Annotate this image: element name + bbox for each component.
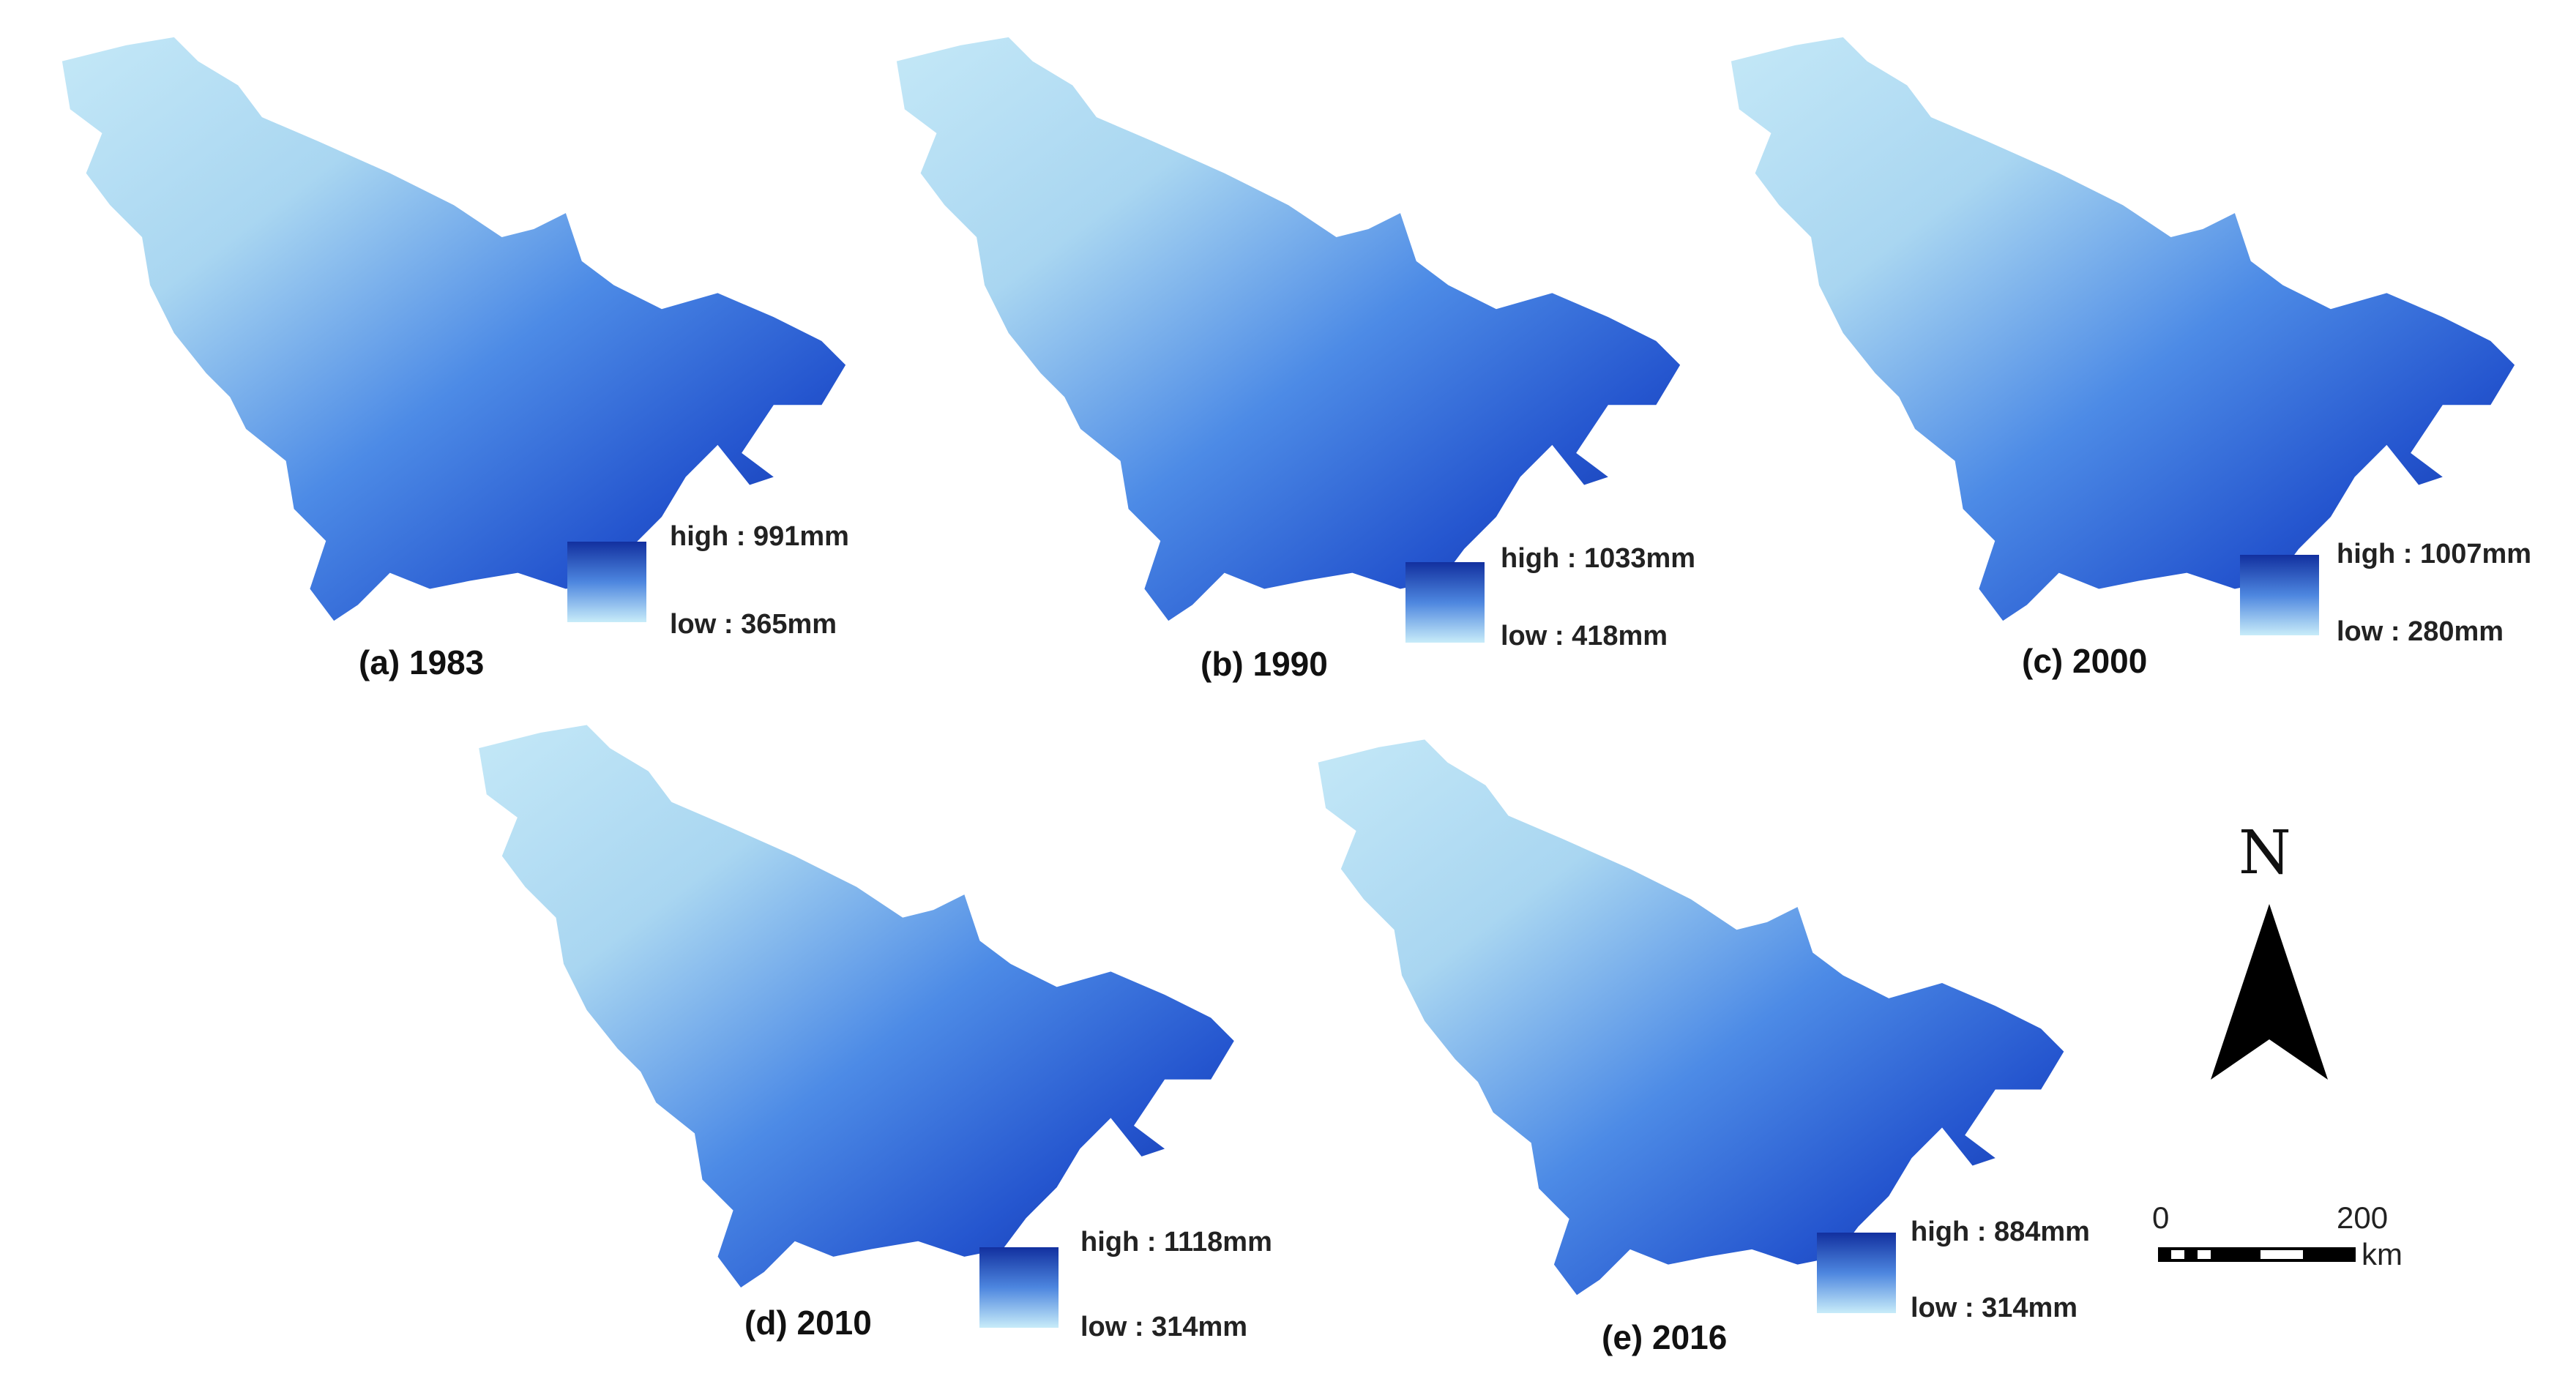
panel-caption-a: (a) 1983 [359,643,485,681]
legend-gradient-b [1405,562,1485,643]
map-region-c [1731,37,2515,621]
panel-caption-b: (b) 1990 [1201,645,1328,683]
legend-gradient-c [2240,555,2319,635]
map-panel-d [454,717,1303,1376]
panel-caption-e: (e) 2016 [1602,1318,1728,1356]
panel-caption-d: (d) 2010 [744,1304,872,1342]
map-panel-e [1288,732,2138,1376]
map-region-d [479,725,1234,1288]
legend-low-b: low : 418mm [1501,621,1668,651]
legend-low-e: low : 314mm [1911,1293,2078,1323]
map-region-a [61,37,846,621]
map-region-e [1318,739,2064,1296]
panel-caption-c: (c) 2000 [2022,642,2148,680]
legend-low-c: low : 280mm [2337,616,2504,647]
scale-end-label: 200 [2337,1200,2389,1235]
legend-gradient-d [979,1247,1059,1328]
scale-start-label: 0 [2152,1200,2170,1235]
legend-high-d: high : 1118mm [1080,1227,1272,1257]
legend-high-e: high : 884mm [1911,1217,2090,1247]
legend-high-b: high : 1033mm [1501,543,1696,574]
map-region-b [896,37,1681,621]
legend-low-d: low : 314mm [1080,1312,1248,1342]
map-panel-b [886,29,1735,703]
legend-high-a: high : 991mm [670,521,849,552]
scale-unit-label: km [2362,1237,2403,1271]
legend-low-a: low : 365mm [670,609,837,640]
north-label: N [2239,818,2291,888]
legend-gradient-a [567,542,646,622]
legend-gradient-e [1817,1233,1896,1313]
map-panel-c [1720,29,2569,703]
legend-high-c: high : 1007mm [2337,539,2532,569]
map-panel-a [51,29,900,703]
scale-bar [2158,1247,2356,1262]
north-arrow-icon [2211,904,2328,1080]
